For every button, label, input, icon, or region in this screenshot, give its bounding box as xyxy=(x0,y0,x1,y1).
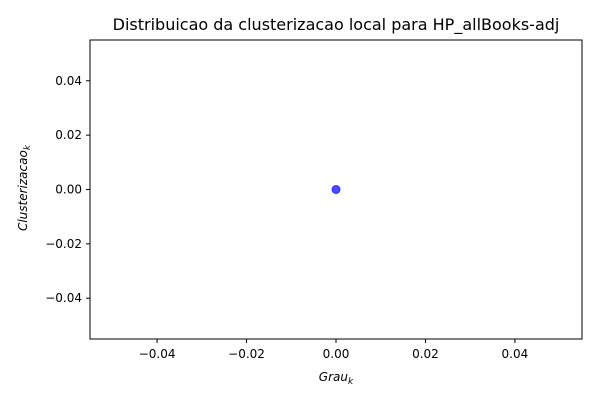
y-tick-label: 0.04 xyxy=(55,74,82,88)
x-axis-label-subscript: k xyxy=(348,377,354,387)
x-axis-label-base: Grau xyxy=(319,370,349,384)
y-tick-label: −0.02 xyxy=(45,237,82,251)
chart-title: Distribuicao da clusterizacao local para… xyxy=(113,15,560,35)
x-axis-label: Grauk xyxy=(319,370,354,387)
data-point xyxy=(331,185,341,194)
x-tick-label: 0.00 xyxy=(323,347,350,361)
plot-area-frame xyxy=(89,39,583,340)
data-points xyxy=(331,185,341,194)
x-tick-label: 0.04 xyxy=(502,347,529,361)
y-tick-label: −0.04 xyxy=(45,291,82,305)
y-axis-ticks: −0.04 −0.02 0.00 0.02 0.04 xyxy=(45,74,90,305)
x-axis-ticks: −0.04 −0.02 0.00 0.02 0.04 xyxy=(139,339,529,361)
y-axis-label-subscript: k xyxy=(23,144,33,150)
x-tick-label: 0.02 xyxy=(412,347,439,361)
y-axis-label: Clusterizacaok xyxy=(16,144,33,231)
y-axis-label-base: Clusterizacao xyxy=(16,150,30,231)
x-tick-label: −0.02 xyxy=(228,347,265,361)
x-tick-label: −0.04 xyxy=(139,347,176,361)
y-tick-label: 0.02 xyxy=(55,128,82,142)
y-tick-label: 0.00 xyxy=(55,183,82,197)
